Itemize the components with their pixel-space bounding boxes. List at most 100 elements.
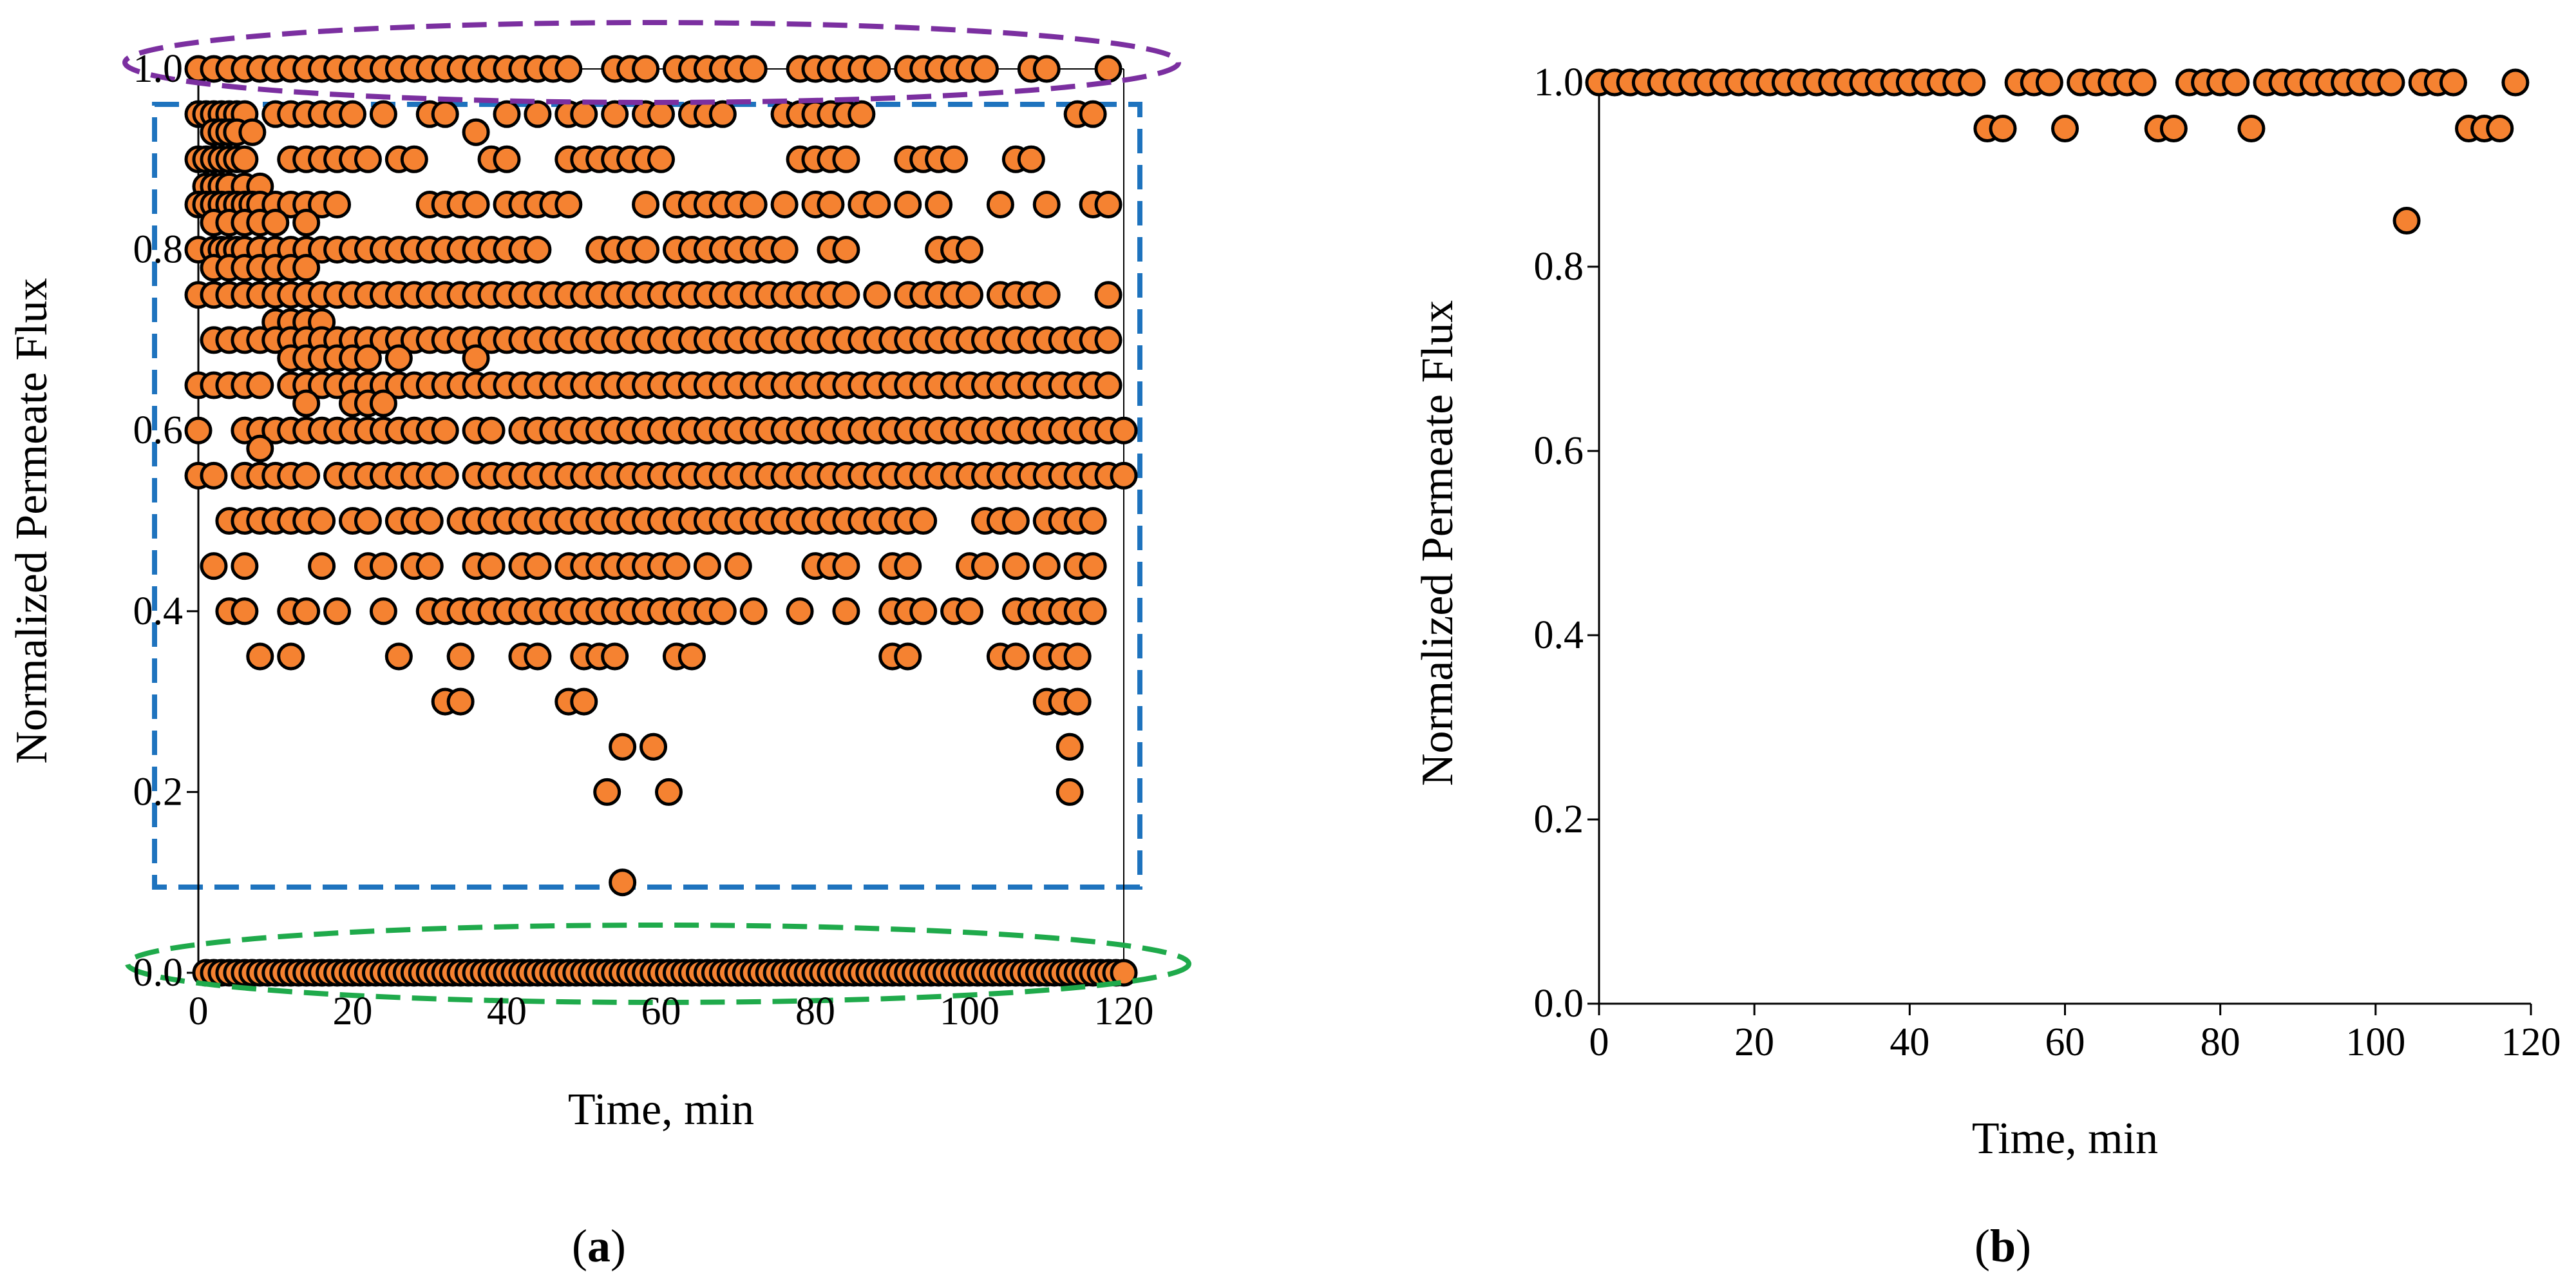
panel-a-x-tick-label: 0 [189, 990, 209, 1033]
panel-a-data-point [1110, 416, 1138, 445]
panel-a-data-point [909, 507, 938, 535]
panel-a-data-point [1094, 326, 1122, 354]
panel-a-data-point [956, 281, 983, 309]
panel-b-data-point [2501, 68, 2530, 97]
panel-a-data-point [369, 552, 397, 580]
panel-a-data-point [956, 236, 983, 264]
panel-a-data-point [817, 190, 845, 218]
panel-a-data-point [323, 597, 352, 626]
panel-a-x-tick-label: 60 [641, 990, 681, 1033]
panel-a-data-point [477, 552, 506, 580]
panel-b-y-axis-title: Normalized Permeate Flux [1413, 300, 1463, 786]
panel-b-x-tick-label: 20 [1734, 1020, 1774, 1064]
panel-a-data-point [909, 597, 938, 626]
panel-a-data-point [956, 597, 983, 626]
panel-a-data-point [739, 190, 768, 218]
panel-a-data-point [601, 642, 629, 671]
panel-a-data-point [462, 344, 490, 372]
panel-a-data-point [971, 552, 999, 580]
panel-b-x-tick-label: 80 [2201, 1020, 2240, 1064]
panel-a-data-point [431, 100, 459, 128]
panel-a-data-point [400, 145, 428, 173]
panel-a-label: (a) [572, 1220, 626, 1272]
panel-a-data-point [308, 552, 336, 580]
panel-b-label: (b) [1975, 1220, 2031, 1272]
panel-a-label-letter: a [587, 1220, 611, 1272]
panel-a-data-point [1110, 959, 1138, 987]
panel-a-y-axis-title: Normalized Permeate Flux [7, 278, 57, 763]
panel-a-data-point [570, 687, 598, 716]
panel-a-y-tick-label: 0.4 [133, 589, 184, 633]
panel-a-data-point [369, 100, 397, 128]
panel-a-data-point [200, 461, 228, 490]
panel-a-data-point [524, 100, 552, 128]
panel-a-data-point [863, 55, 891, 83]
panel-a-data-point [231, 145, 259, 173]
panel-b-y-tick-label: 1.0 [1534, 61, 1584, 104]
panel-a-data-point [1001, 642, 1030, 671]
panel-a-data-point [1110, 461, 1138, 490]
panel-a-x-tick-label: 100 [940, 990, 999, 1033]
panel-a-x-axis-title: Time, min [568, 1085, 754, 1134]
panel-a-data-point [647, 145, 675, 173]
panel-a-data-point [1094, 55, 1122, 83]
panel-a-data-point [863, 190, 891, 218]
panel-b-data-point [2377, 68, 2405, 97]
panel-a-data-point [477, 416, 506, 445]
panel-a-y-tick-label: 0.8 [133, 228, 184, 272]
panel-a-data-point [354, 507, 382, 535]
panel-a-top-band-highlight [122, 20, 1181, 105]
panel-a-data-point [832, 552, 860, 580]
panel-b-data-point [2237, 115, 2266, 142]
panel-b-x-tick-label: 40 [1889, 1020, 1929, 1064]
panel-a-data-point [292, 461, 321, 490]
panel-a-data-point [925, 190, 953, 218]
panel-a-data-point [708, 100, 737, 128]
panel-a-data-point [786, 597, 814, 626]
panel-a-data-point [524, 642, 552, 671]
panel-a-data-point [462, 118, 490, 146]
panel-b-data-point [1958, 68, 1986, 97]
panel-a-data-point [770, 190, 799, 218]
panel-b-y-tick-label: 0.2 [1534, 798, 1584, 841]
panel-a-y-tick-label: 1.0 [133, 47, 184, 91]
panel-a-bottom-band-highlight [125, 923, 1191, 1005]
panel-a-data-point [323, 190, 352, 218]
panel-a-data-point [184, 416, 213, 445]
panel-b-x-tick-label: 120 [2501, 1020, 2561, 1064]
panel-b-x-tick-label: 0 [1589, 1020, 1609, 1064]
panel-a-data-point [292, 389, 321, 417]
panel-a-data-point [1079, 597, 1107, 626]
panel-b-x-tick-label: 60 [2045, 1020, 2085, 1064]
panel-a-data-point [894, 552, 922, 580]
panel-a-data-point [384, 344, 413, 372]
panel-a-y-tick-label: 0.0 [133, 951, 184, 995]
panel-a-data-point [1032, 55, 1061, 83]
panel-a-data-point [1032, 190, 1061, 218]
panel-a-data-point [1079, 100, 1107, 128]
panel-a-data-point [369, 389, 397, 417]
panel-a-data-point [200, 552, 228, 580]
panel-a-data-point [1063, 687, 1092, 716]
panel-a-data-point [524, 236, 552, 264]
panel-a-data-point [1063, 642, 1092, 671]
panel-a-data-point [292, 597, 321, 626]
panel-a-y-tick-label: 0.6 [133, 408, 184, 452]
panel-a-data-point [570, 100, 598, 128]
panel-a-data-point [1032, 281, 1061, 309]
panel-a-data-point [246, 642, 274, 671]
panel-a-data-point [609, 868, 637, 897]
panel-a-data-point [832, 597, 860, 626]
panel-a-y-tick-label: 0.2 [133, 770, 184, 814]
panel-a-data-point [940, 145, 969, 173]
panel-a-data-point [446, 687, 475, 716]
panel-a-data-point [662, 552, 690, 580]
panel-a-data-point [724, 552, 752, 580]
panel-b-data-point [1989, 115, 2017, 142]
panel-a-data-point [1056, 732, 1084, 761]
panel-a-data-point [1032, 552, 1061, 580]
panel-a-data-point [1094, 281, 1122, 309]
panel-a-data-point [415, 507, 444, 535]
panel-a-data-point [384, 642, 413, 671]
panel-b-data-point [2439, 68, 2467, 97]
